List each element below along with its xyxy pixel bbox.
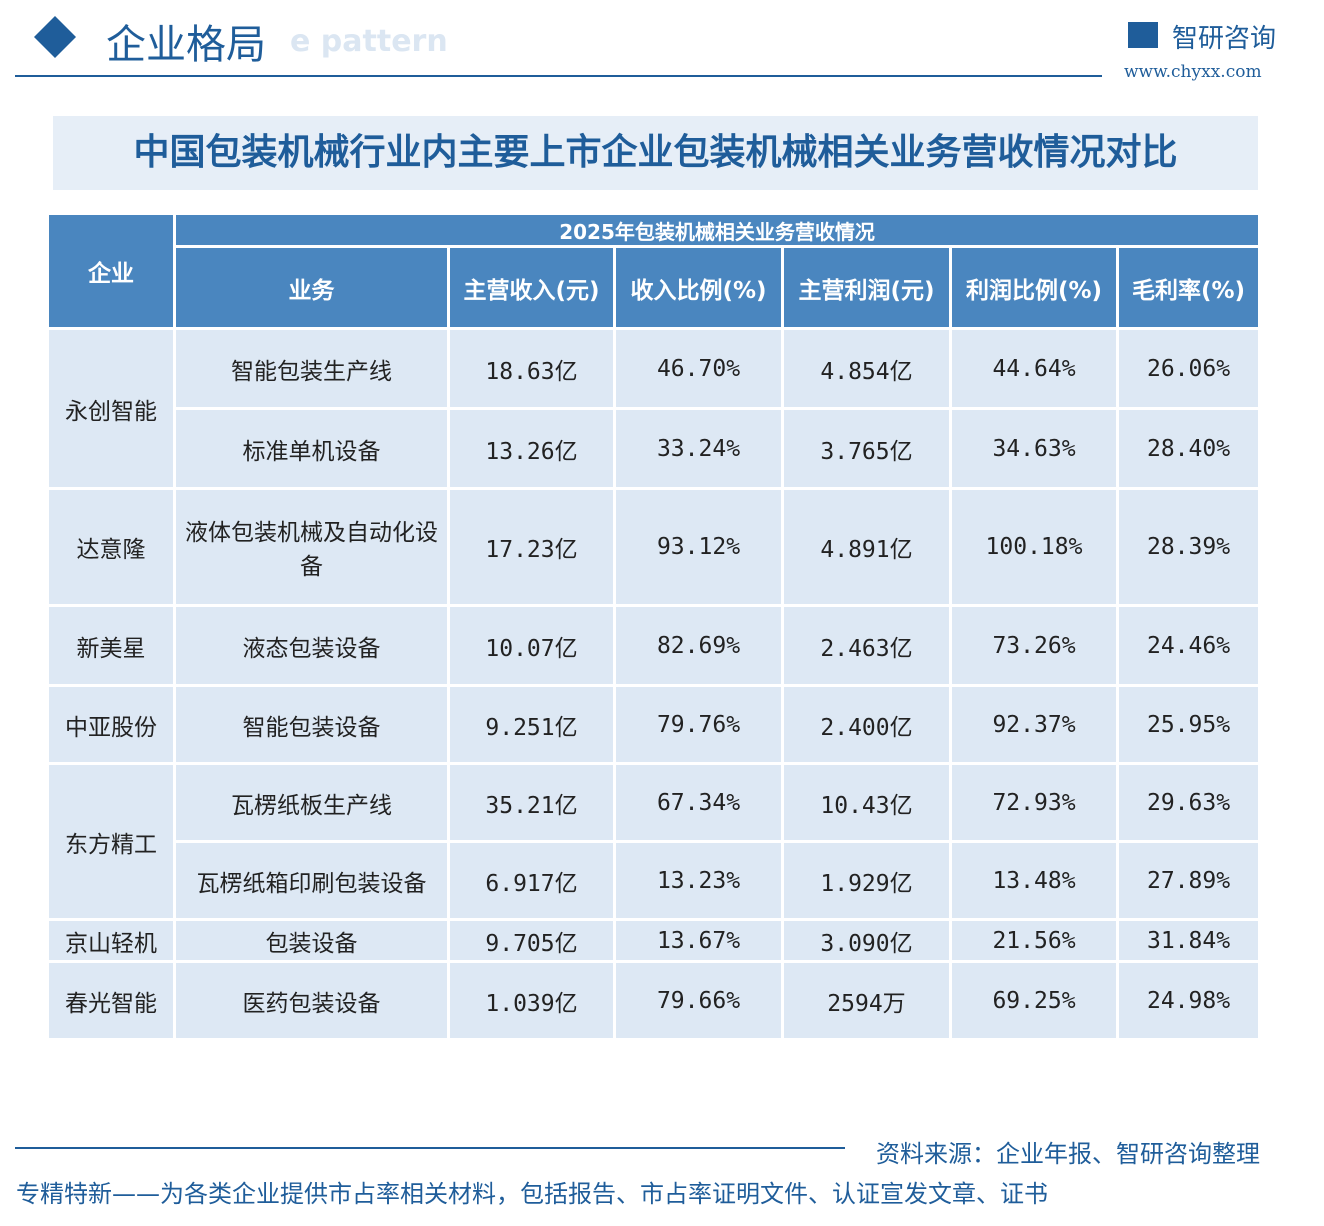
column-header: 业务 xyxy=(173,245,450,330)
section-title: 企业格局 xyxy=(106,22,266,68)
value: 3.090亿 xyxy=(781,918,952,963)
business: 液态包装设备 xyxy=(173,604,450,687)
data-row: 新美星 液态包装设备 10.07亿 82.69% 2.463亿 73.26% 24.46% xyxy=(46,604,1262,687)
value: 4.891亿 xyxy=(781,487,952,607)
column-header: 主营收入(元) xyxy=(447,245,616,330)
data-row: 瓦楞纸箱印刷包装设备 6.917亿 13.23% 1.929亿 13.48% 27.89% xyxy=(48,840,1262,921)
value: 4.854亿 xyxy=(781,327,952,410)
business: 瓦楞纸板生产线 xyxy=(173,762,450,843)
business: 智能包装设备 xyxy=(173,684,450,765)
value: 67.34% xyxy=(613,762,784,843)
value: 33.24% xyxy=(613,407,784,490)
value: 13.26亿 xyxy=(447,407,616,490)
business: 智能包装生产线 xyxy=(173,327,450,410)
value: 28.39% xyxy=(1115,487,1262,607)
header-row: 业务 主营收入(元) 收入比例(%) 主营利润(元) 利润比例(%) 毛利率(%) xyxy=(48,245,1262,330)
company: 中亚股份 xyxy=(46,684,176,765)
value: 1.929亿 xyxy=(781,840,952,921)
column-header: 收入比例(%) xyxy=(613,245,784,330)
value: 6.917亿 xyxy=(447,840,616,921)
value: 73.26% xyxy=(949,604,1119,687)
company: 春光智能 xyxy=(46,960,176,1041)
value: 34.63% xyxy=(949,407,1119,490)
tagline: 专精特新——为各类企业提供市占率相关材料，包括报告、市占率证明文件、认证宣发文章… xyxy=(16,1180,1048,1208)
logo-icon xyxy=(1128,22,1158,48)
business: 包装设备 xyxy=(173,918,450,963)
subtitle: e pattern xyxy=(290,24,448,59)
data-row: 中亚股份 智能包装设备 9.251亿 79.76% 2.400亿 92.37% 25.95% xyxy=(46,684,1262,765)
value: 13.48% xyxy=(949,840,1119,921)
company: 新美星 xyxy=(46,604,176,687)
value: 10.43亿 xyxy=(781,762,952,843)
data-row: 标准单机设备 13.26亿 33.24% 3.765亿 34.63% 28.40% xyxy=(48,407,1262,490)
data-row: 永创智能 智能包装生产线 18.63亿 46.70% 4.854亿 44.64% 26.06… xyxy=(46,327,1262,490)
diamond xyxy=(34,16,76,58)
value: 72.93% xyxy=(949,762,1119,843)
company: 东方精工 xyxy=(46,762,176,921)
source: 资料来源：企业年报、智研咨询整理 xyxy=(876,1140,1260,1168)
value: 79.76% xyxy=(613,684,784,765)
value: 28.40% xyxy=(1115,407,1262,490)
value: 92.37% xyxy=(949,684,1119,765)
company: 京山轻机 xyxy=(46,918,176,963)
company: 达意隆 xyxy=(46,487,176,607)
table-title: 中国包装机械行业内主要上市企业包装机械相关业务营收情况对比 xyxy=(53,116,1258,190)
value: 26.06% xyxy=(1115,327,1262,410)
logo-text: 智研咨询 xyxy=(1172,24,1277,54)
value: 46.70% xyxy=(613,327,784,410)
value: 21.56% xyxy=(949,918,1119,963)
value: 10.07亿 xyxy=(447,604,616,687)
value: 13.23% xyxy=(613,840,784,921)
business: 标准单机设备 xyxy=(173,407,450,490)
data-row: 春光智能 医药包装设备 1.039亿 79.66% 2594万 69.25% 24.98% xyxy=(46,960,1262,1041)
value: 25.95% xyxy=(1115,684,1262,765)
value: 9.705亿 xyxy=(447,918,616,963)
column-header: 毛利率(%) xyxy=(1115,245,1262,330)
value: 2.463亿 xyxy=(781,604,952,687)
value: 2.400亿 xyxy=(781,684,952,765)
value: 24.98% xyxy=(1115,960,1262,1041)
value: 93.12% xyxy=(613,487,784,607)
group-header: 2025年包装机械相关业务营收情况 xyxy=(172,212,1262,248)
business: 液体包装机械及自动化设备 xyxy=(173,487,450,607)
header-row: 企业 2025年包装机械相关业务营收情况 xyxy=(46,212,1262,330)
value: 100.18% xyxy=(949,487,1119,607)
company: 永创智能 xyxy=(46,327,176,490)
value: 24.46% xyxy=(1115,604,1262,687)
column-header: 利润比例(%) xyxy=(949,245,1119,330)
value: 27.89% xyxy=(1115,840,1262,921)
company-header: 企业 xyxy=(46,212,176,330)
value: 2594万 xyxy=(781,960,952,1041)
business: 医药包装设备 xyxy=(173,960,450,1041)
revenue-table: 企业 2025年包装机械相关业务营收情况 业务 主营收入(元) 收入比例(%) 主营利润(… xyxy=(46,212,1262,1041)
value: 31.84% xyxy=(1115,918,1262,963)
value: 29.63% xyxy=(1115,762,1262,843)
value: 69.25% xyxy=(949,960,1119,1041)
logo-url: www.chyxx.com xyxy=(1124,62,1262,82)
value: 79.66% xyxy=(613,960,784,1041)
value: 18.63亿 xyxy=(447,327,616,410)
column-header: 主营利润(元) xyxy=(781,245,952,330)
data-row: 京山轻机 包装设备 9.705亿 13.67% 3.090亿 21.56% 31.84% xyxy=(46,918,1262,963)
value: 82.69% xyxy=(613,604,784,687)
value: 44.64% xyxy=(949,327,1119,410)
value: 9.251亿 xyxy=(447,684,616,765)
business: 瓦楞纸箱印刷包装设备 xyxy=(173,840,450,921)
value: 35.21亿 xyxy=(447,762,616,843)
data-row: 达意隆 液体包装机械及自动化设备 17.23亿 93.12% 4.891亿 100.18%… xyxy=(46,487,1262,607)
value: 13.67% xyxy=(613,918,784,963)
value: 1.039亿 xyxy=(447,960,616,1041)
value: 17.23亿 xyxy=(447,487,616,607)
data-row: 东方精工 瓦楞纸板生产线 35.21亿 67.34% 10.43亿 72.93% 29.63… xyxy=(46,762,1262,921)
value: 3.765亿 xyxy=(781,407,952,490)
